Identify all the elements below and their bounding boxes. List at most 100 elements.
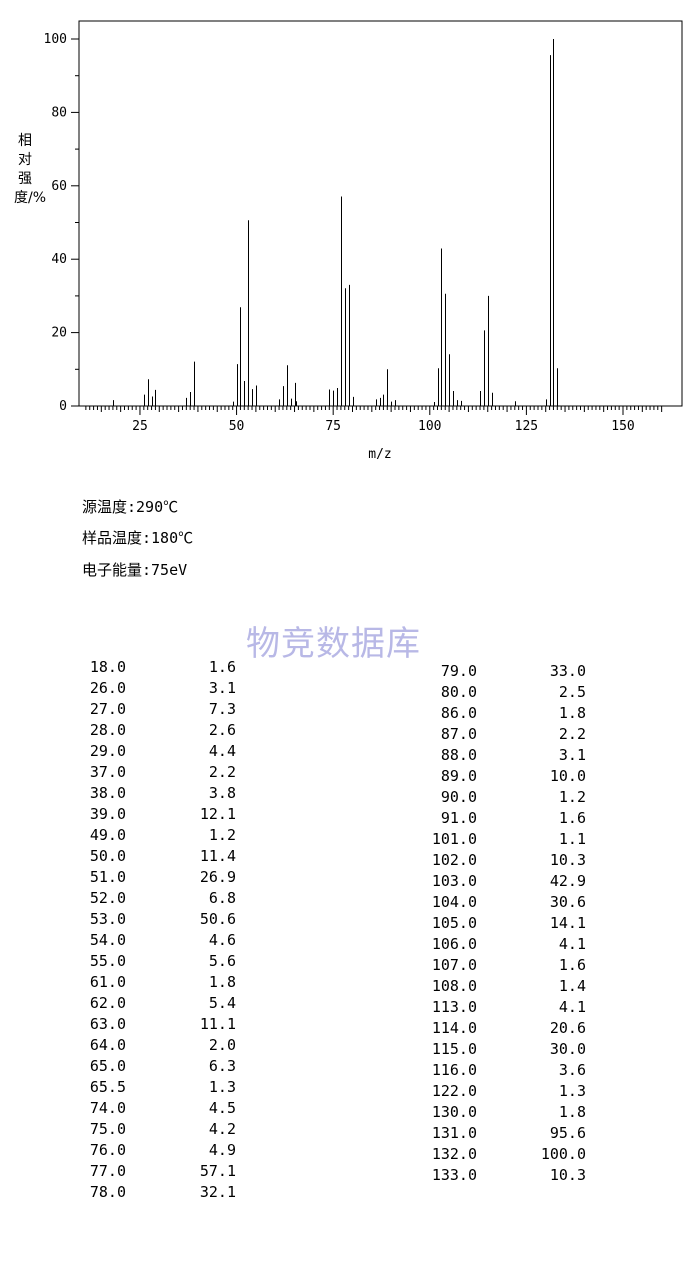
y-tick-label: 60 xyxy=(51,179,67,194)
mz-value: 51.0 xyxy=(89,868,126,886)
table-row: 76.0 4.9 xyxy=(80,1140,236,1161)
x-tick-label: 100 xyxy=(418,419,441,434)
intensity-value: 1.8 xyxy=(558,1103,586,1121)
table-row: 91.0 1.6 xyxy=(422,808,586,829)
mz-value: 103.0 xyxy=(431,872,477,890)
mz-value: 28.0 xyxy=(89,721,126,739)
mz-value: 63.0 xyxy=(89,1015,126,1033)
mz-value: 65.5 xyxy=(89,1078,126,1096)
mz-value: 26.0 xyxy=(89,679,126,697)
intensity-value: 11.1 xyxy=(199,1015,236,1033)
mz-value: 50.0 xyxy=(89,847,126,865)
mz-value: 132.0 xyxy=(431,1145,477,1163)
mz-value: 77.0 xyxy=(89,1162,126,1180)
plot-frame xyxy=(78,20,683,407)
intensity-value: 2.2 xyxy=(558,725,586,743)
mz-value: 133.0 xyxy=(431,1166,477,1184)
table-row: 101.0 1.1 xyxy=(422,829,586,850)
intensity-value: 14.1 xyxy=(549,914,586,932)
mz-value: 54.0 xyxy=(89,931,126,949)
intensity-value: 10.3 xyxy=(549,851,586,869)
intensity-value: 3.8 xyxy=(208,784,236,802)
table-row: 90.0 1.2 xyxy=(422,787,586,808)
y-tick-label: 40 xyxy=(51,252,67,267)
mz-value: 78.0 xyxy=(89,1183,126,1201)
intensity-value: 57.1 xyxy=(199,1162,236,1180)
intensity-value: 1.8 xyxy=(558,704,586,722)
intensity-value: 30.6 xyxy=(549,893,586,911)
x-tick-label: 25 xyxy=(132,419,148,434)
x-tick-label: 125 xyxy=(515,419,538,434)
table-row: 51.0 26.9 xyxy=(80,867,236,888)
intensity-value: 2.6 xyxy=(208,721,236,739)
intensity-value: 2.0 xyxy=(208,1036,236,1054)
y-tick-label: 0 xyxy=(59,399,67,414)
table-row: 74.0 4.5 xyxy=(80,1098,236,1119)
table-row: 108.0 1.4 xyxy=(422,976,586,997)
mz-value: 65.0 xyxy=(89,1057,126,1075)
table-row: 130.0 1.8 xyxy=(422,1102,586,1123)
mz-value: 130.0 xyxy=(431,1103,477,1121)
intensity-value: 30.0 xyxy=(549,1040,586,1058)
intensity-value: 12.1 xyxy=(199,805,236,823)
intensity-value: 7.3 xyxy=(208,700,236,718)
intensity-value: 50.6 xyxy=(199,910,236,928)
table-row: 116.0 3.6 xyxy=(422,1060,586,1081)
table-row: 104.0 30.6 xyxy=(422,892,586,913)
intensity-value: 5.4 xyxy=(208,994,236,1012)
x-axis-label: m/z xyxy=(368,447,391,462)
table-row: 50.0 11.4 xyxy=(80,846,236,867)
mz-value: 90.0 xyxy=(440,788,477,806)
table-row: 114.0 20.6 xyxy=(422,1018,586,1039)
watermark-text: 物竞数据库 xyxy=(246,624,421,664)
intensity-value: 20.6 xyxy=(549,1019,586,1037)
x-tick-label: 75 xyxy=(325,419,341,434)
table-row: 37.0 2.2 xyxy=(80,762,236,783)
electron-energy: 电子能量:75eV xyxy=(82,561,188,579)
intensity-value: 1.1 xyxy=(558,830,586,848)
mz-value: 115.0 xyxy=(431,1040,477,1058)
table-row: 133.0 10.3 xyxy=(422,1165,586,1186)
intensity-value: 4.1 xyxy=(558,935,586,953)
mz-value: 131.0 xyxy=(431,1124,477,1142)
y-axis-label: 相对强度/% xyxy=(14,133,47,206)
table-row: 78.0 32.1 xyxy=(80,1182,236,1203)
intensity-value: 42.9 xyxy=(549,872,586,890)
intensity-value: 1.3 xyxy=(558,1082,586,1100)
x-axis-ticks: 25 50 75 100 125 150 xyxy=(85,406,663,434)
table-row: 65.0 6.3 xyxy=(80,1056,236,1077)
mass-spectrum-chart: 0 20 40 60 80 100 25 50 75 100 125 150 m/z xyxy=(44,20,683,462)
intensity-value: 1.2 xyxy=(208,826,236,844)
intensity-value: 1.8 xyxy=(208,973,236,991)
mz-value: 27.0 xyxy=(89,700,126,718)
table-row: 52.0 6.8 xyxy=(80,888,236,909)
table-row: 28.0 2.6 xyxy=(80,720,236,741)
peak-table-right: 79.0 33.0 80.0 2.5 86.0 1.8 87.0 2.2 88.0 3.1 89.0… xyxy=(422,661,586,1186)
intensity-value: 95.6 xyxy=(549,1124,586,1142)
peak-table-left: 18.0 1.6 26.0 3.1 27.0 7.3 28.0 2.6 29.0 4.4 37.0 2… xyxy=(80,657,236,1203)
mz-value: 53.0 xyxy=(89,910,126,928)
y-axis-ticks: 0 20 40 60 80 100 xyxy=(44,32,79,414)
mz-value: 108.0 xyxy=(431,977,477,995)
intensity-value: 1.6 xyxy=(208,658,236,676)
table-row: 39.0 12.1 xyxy=(80,804,236,825)
intensity-value: 2.5 xyxy=(558,683,586,701)
table-row: 88.0 3.1 xyxy=(422,745,586,766)
mz-value: 55.0 xyxy=(89,952,126,970)
intensity-value: 4.4 xyxy=(208,742,236,760)
table-row: 64.0 2.0 xyxy=(80,1035,236,1056)
mz-value: 64.0 xyxy=(89,1036,126,1054)
y-tick-label: 100 xyxy=(44,32,67,47)
table-row: 107.0 1.6 xyxy=(422,955,586,976)
mz-value: 102.0 xyxy=(431,851,477,869)
mz-value: 106.0 xyxy=(431,935,477,953)
mz-value: 88.0 xyxy=(440,746,477,764)
intensity-value: 26.9 xyxy=(199,868,236,886)
mz-value: 38.0 xyxy=(89,784,126,802)
intensity-value: 3.1 xyxy=(558,746,586,764)
mz-value: 18.0 xyxy=(89,658,126,676)
table-row: 38.0 3.8 xyxy=(80,783,236,804)
table-row: 115.0 30.0 xyxy=(422,1039,586,1060)
intensity-value: 6.8 xyxy=(208,889,236,907)
intensity-value: 100.0 xyxy=(540,1145,586,1163)
